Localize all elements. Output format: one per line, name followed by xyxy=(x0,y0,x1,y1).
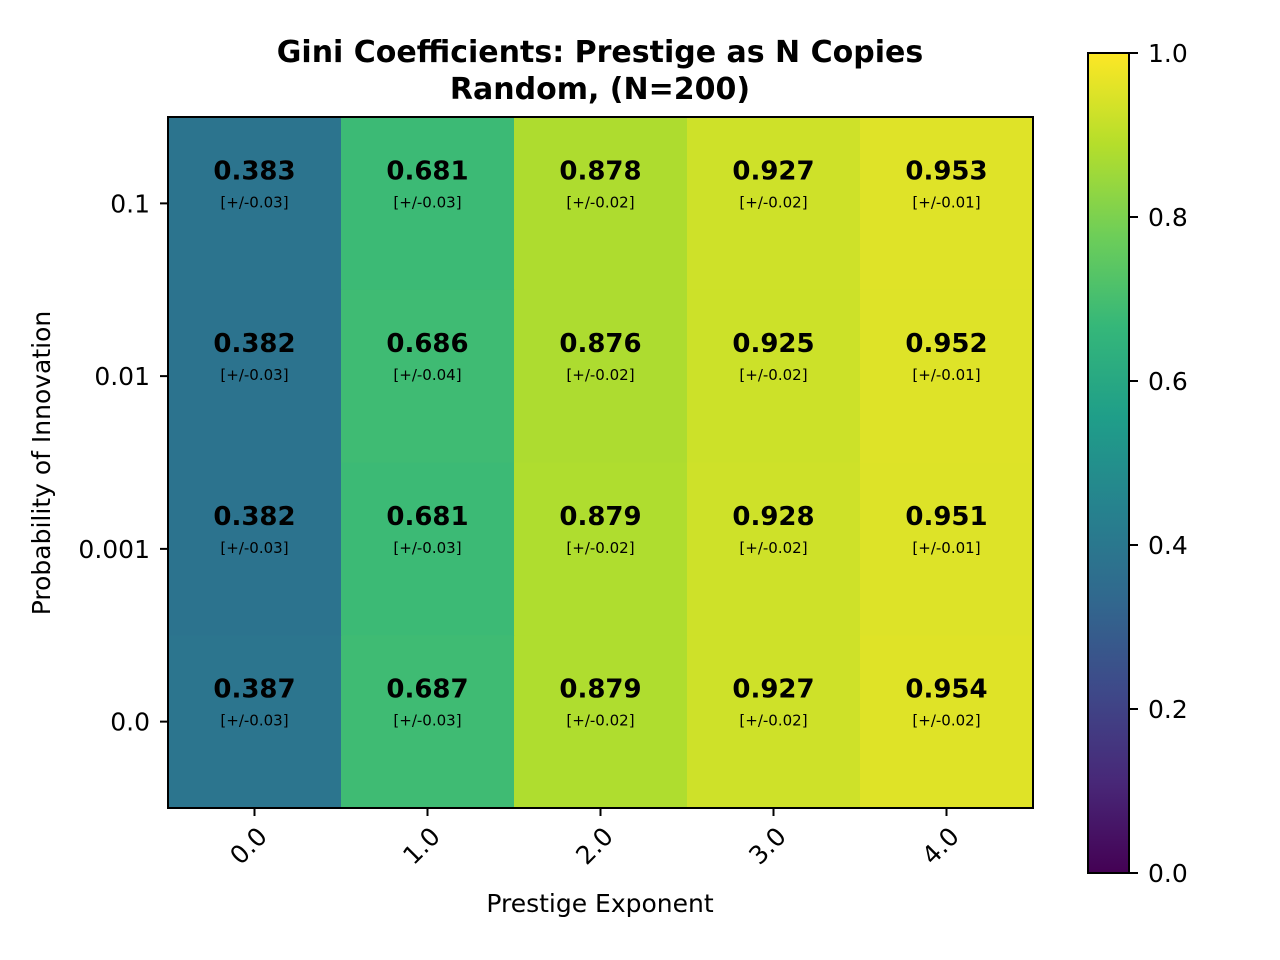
cell-error-label: [+/-0.03] xyxy=(220,712,288,730)
cell-value-label: 0.876 xyxy=(559,329,641,359)
cell-value-label: 0.954 xyxy=(905,675,987,705)
y-tick-label: 0.0 xyxy=(110,708,150,737)
cell-value-label: 0.928 xyxy=(732,502,814,532)
x-axis-ticks: 0.0 1.0 2.0 3.0 4.0 xyxy=(224,808,965,870)
cell-value-label: 0.879 xyxy=(559,675,641,705)
x-tick-label: 4.0 xyxy=(916,822,965,871)
cell-error-label: [+/-0.03] xyxy=(220,366,288,384)
heatmap-cell xyxy=(514,289,688,463)
cell-value-label: 0.382 xyxy=(213,329,295,359)
heatmap-cell xyxy=(860,462,1034,636)
cell-value-label: 0.681 xyxy=(386,156,468,186)
cell-value-label: 0.951 xyxy=(905,502,987,532)
cell-value-label: 0.687 xyxy=(386,675,468,705)
heatmap-cell xyxy=(168,635,342,809)
cell-error-label: [+/-0.03] xyxy=(393,712,461,730)
cell-error-label: [+/-0.03] xyxy=(220,193,288,211)
heatmap-cell xyxy=(341,635,515,809)
heatmap-cell xyxy=(687,635,861,809)
cell-value-label: 0.382 xyxy=(213,502,295,532)
heatmap-cell xyxy=(168,462,342,636)
heatmap-cell xyxy=(341,289,515,463)
x-tick-label: 2.0 xyxy=(570,822,619,871)
cell-value-label: 0.953 xyxy=(905,156,987,186)
heatmap-cell xyxy=(687,289,861,463)
heatmap-cell xyxy=(168,289,342,463)
colorbar-tick-label: 0.8 xyxy=(1148,203,1188,232)
y-tick-label: 0.1 xyxy=(110,189,150,218)
cell-value-label: 0.927 xyxy=(732,156,814,186)
cell-value-label: 0.879 xyxy=(559,502,641,532)
cell-value-label: 0.686 xyxy=(386,329,468,359)
cell-error-label: [+/-0.01] xyxy=(912,193,980,211)
y-axis-label: Probability of Innovation xyxy=(27,311,56,616)
heatmap-cell xyxy=(860,289,1034,463)
heatmap-annotations: 0.383 [+/-0.03] 0.681 [+/-0.03] 0.878 [+/-0.0… xyxy=(213,156,987,729)
cell-value-label: 0.387 xyxy=(213,675,295,705)
y-axis-ticks: 0.1 0.01 0.001 0.0 xyxy=(78,189,168,737)
cell-error-label: [+/-0.01] xyxy=(912,366,980,384)
heatmap-cell xyxy=(341,117,515,291)
cell-error-label: [+/-0.02] xyxy=(912,712,980,730)
heatmap-cells xyxy=(168,117,1034,809)
cell-error-label: [+/-0.02] xyxy=(566,366,634,384)
colorbar-ticks: 0.0 0.2 0.4 0.6 0.8 1.0 xyxy=(1129,39,1188,888)
heatmap-cell xyxy=(687,117,861,291)
colorbar-tick-label: 0.4 xyxy=(1148,531,1188,560)
cell-error-label: [+/-0.02] xyxy=(566,193,634,211)
cell-value-label: 0.681 xyxy=(386,502,468,532)
chart-title-line-2: Random, (N=200) xyxy=(450,72,750,107)
cell-error-label: [+/-0.02] xyxy=(739,539,807,557)
colorbar-tick-label: 0.6 xyxy=(1148,367,1188,396)
cell-error-label: [+/-0.03] xyxy=(393,539,461,557)
heatmap-cell xyxy=(168,117,342,291)
cell-value-label: 0.383 xyxy=(213,156,295,186)
heatmap-cell xyxy=(514,635,688,809)
cell-error-label: [+/-0.01] xyxy=(912,539,980,557)
heatmap-cell xyxy=(860,635,1034,809)
y-tick-label: 0.01 xyxy=(94,362,150,391)
cell-error-label: [+/-0.02] xyxy=(566,712,634,730)
cell-value-label: 0.952 xyxy=(905,329,987,359)
x-tick-label: 3.0 xyxy=(743,822,792,871)
cell-value-label: 0.878 xyxy=(559,156,641,186)
cell-value-label: 0.925 xyxy=(732,329,814,359)
colorbar-tick-label: 1.0 xyxy=(1148,39,1188,68)
cell-error-label: [+/-0.03] xyxy=(220,539,288,557)
x-tick-label: 0.0 xyxy=(224,822,273,871)
colorbar xyxy=(1087,52,1130,874)
x-axis-label: Prestige Exponent xyxy=(486,889,714,918)
heatmap-cell xyxy=(514,462,688,636)
heatmap-cell xyxy=(514,117,688,291)
colorbar-tick-label: 0.2 xyxy=(1148,695,1188,724)
cell-error-label: [+/-0.04] xyxy=(393,366,461,384)
cell-error-label: [+/-0.02] xyxy=(739,366,807,384)
cell-error-label: [+/-0.02] xyxy=(739,193,807,211)
colorbar-tick-label: 0.0 xyxy=(1148,859,1188,888)
chart-title-line-1: Gini Coefficients: Prestige as N Copies xyxy=(277,35,923,70)
cell-value-label: 0.927 xyxy=(732,675,814,705)
y-tick-label: 0.001 xyxy=(78,535,150,564)
cell-error-label: [+/-0.02] xyxy=(739,712,807,730)
heatmap-cell xyxy=(687,462,861,636)
heatmap-cell xyxy=(341,462,515,636)
cell-error-label: [+/-0.02] xyxy=(566,539,634,557)
x-tick-label: 1.0 xyxy=(397,822,446,871)
cell-error-label: [+/-0.03] xyxy=(393,193,461,211)
heatmap-cell xyxy=(860,117,1034,291)
